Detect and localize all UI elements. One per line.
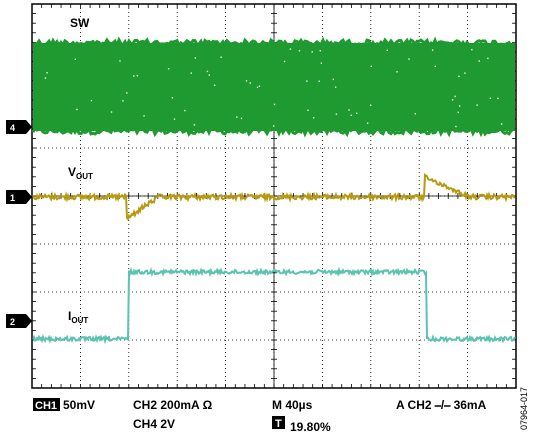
figure-id: 07964-017: [519, 387, 529, 430]
sw-trace: [31, 36, 517, 138]
ch2-scale: CH2 200mA Ω: [133, 398, 213, 412]
svg-text:4: 4: [10, 123, 15, 133]
ch1-scale: 50mV: [63, 398, 95, 412]
timebase: M 40µs: [272, 398, 313, 412]
trigger-badge: [272, 416, 285, 429]
svg-text:1: 1: [10, 193, 15, 203]
ch1-badge-label: CH1: [35, 400, 57, 412]
iout-trace: [32, 266, 516, 345]
channel-marker-4: 4: [6, 120, 32, 134]
channel-marker-1: 1: [6, 190, 32, 204]
svg-text:2: 2: [10, 317, 15, 327]
ch1-badge: [33, 398, 60, 411]
vout-trace: [32, 172, 516, 222]
vout-label: VOUT: [68, 165, 93, 181]
trigger-badge-label: T: [275, 418, 282, 430]
channel-marker-2: 2: [6, 314, 32, 328]
scope-readout: CH1 50mV CH2 200mA Ω CH4 2V M 40µs T 19.…: [33, 398, 487, 434]
trigger-setting: A CH2 ⎯/⎯ 36mA: [396, 398, 487, 412]
sw-label: SW: [70, 16, 90, 30]
iout-label: IOUT: [68, 309, 88, 325]
ch4-scale: CH4 2V: [133, 417, 175, 431]
trigger-position: 19.80%: [290, 420, 331, 434]
